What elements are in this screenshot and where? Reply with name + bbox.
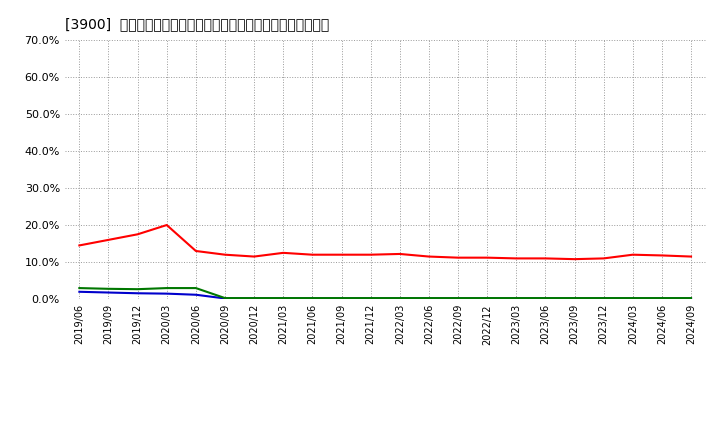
買入債務 xyxy=(541,295,550,301)
在庫 xyxy=(220,296,229,301)
在庫 xyxy=(308,296,317,301)
買入債務 xyxy=(629,295,637,301)
買入債務 xyxy=(366,295,375,301)
売上債権 xyxy=(163,222,171,227)
売上債権 xyxy=(366,252,375,257)
売上債権 xyxy=(104,237,113,242)
売上債権 xyxy=(629,252,637,257)
買入債務 xyxy=(395,295,404,301)
Line: 売上債権: 売上債権 xyxy=(79,225,691,259)
在庫 xyxy=(541,296,550,301)
在庫 xyxy=(657,296,666,301)
売上債権 xyxy=(250,254,258,259)
売上債権 xyxy=(570,257,579,262)
売上債権 xyxy=(454,255,462,260)
売上債権 xyxy=(541,256,550,261)
在庫 xyxy=(75,289,84,294)
買入債務 xyxy=(570,295,579,301)
売上債権 xyxy=(192,248,200,253)
買入債務 xyxy=(657,295,666,301)
Line: 在庫: 在庫 xyxy=(79,292,691,298)
在庫 xyxy=(483,296,492,301)
買入債務 xyxy=(337,295,346,301)
在庫 xyxy=(599,296,608,301)
在庫 xyxy=(250,296,258,301)
在庫 xyxy=(133,291,142,296)
売上債権 xyxy=(279,250,287,256)
売上債権 xyxy=(133,231,142,237)
売上債権 xyxy=(599,256,608,261)
買入債務 xyxy=(192,286,200,291)
買入債務 xyxy=(163,286,171,291)
Line: 買入債務: 買入債務 xyxy=(79,288,691,298)
売上債権 xyxy=(75,243,84,248)
在庫 xyxy=(163,291,171,296)
買入債務 xyxy=(512,295,521,301)
在庫 xyxy=(570,296,579,301)
買入債務 xyxy=(133,286,142,292)
在庫 xyxy=(192,292,200,297)
在庫 xyxy=(512,296,521,301)
買入債務 xyxy=(220,295,229,301)
買入債務 xyxy=(104,286,113,291)
在庫 xyxy=(425,296,433,301)
買入債務 xyxy=(75,286,84,291)
売上債権 xyxy=(687,254,696,259)
売上債権 xyxy=(425,254,433,259)
買入債務 xyxy=(599,295,608,301)
在庫 xyxy=(395,296,404,301)
Text: [3900]  売上債権、在庫、買入債務の総資産に対する比率の推移: [3900] 売上債権、在庫、買入債務の総資産に対する比率の推移 xyxy=(65,18,329,32)
売上債権 xyxy=(308,252,317,257)
在庫 xyxy=(687,296,696,301)
売上債権 xyxy=(337,252,346,257)
買入債務 xyxy=(250,295,258,301)
在庫 xyxy=(629,296,637,301)
在庫 xyxy=(104,290,113,295)
在庫 xyxy=(454,296,462,301)
買入債務 xyxy=(279,295,287,301)
在庫 xyxy=(366,296,375,301)
買入債務 xyxy=(454,295,462,301)
売上債権 xyxy=(483,255,492,260)
買入債務 xyxy=(308,295,317,301)
売上債権 xyxy=(220,252,229,257)
買入債務 xyxy=(687,295,696,301)
買入債務 xyxy=(425,295,433,301)
売上債権 xyxy=(395,251,404,257)
売上債権 xyxy=(657,253,666,258)
売上債権 xyxy=(512,256,521,261)
在庫 xyxy=(337,296,346,301)
在庫 xyxy=(279,296,287,301)
買入債務 xyxy=(483,295,492,301)
